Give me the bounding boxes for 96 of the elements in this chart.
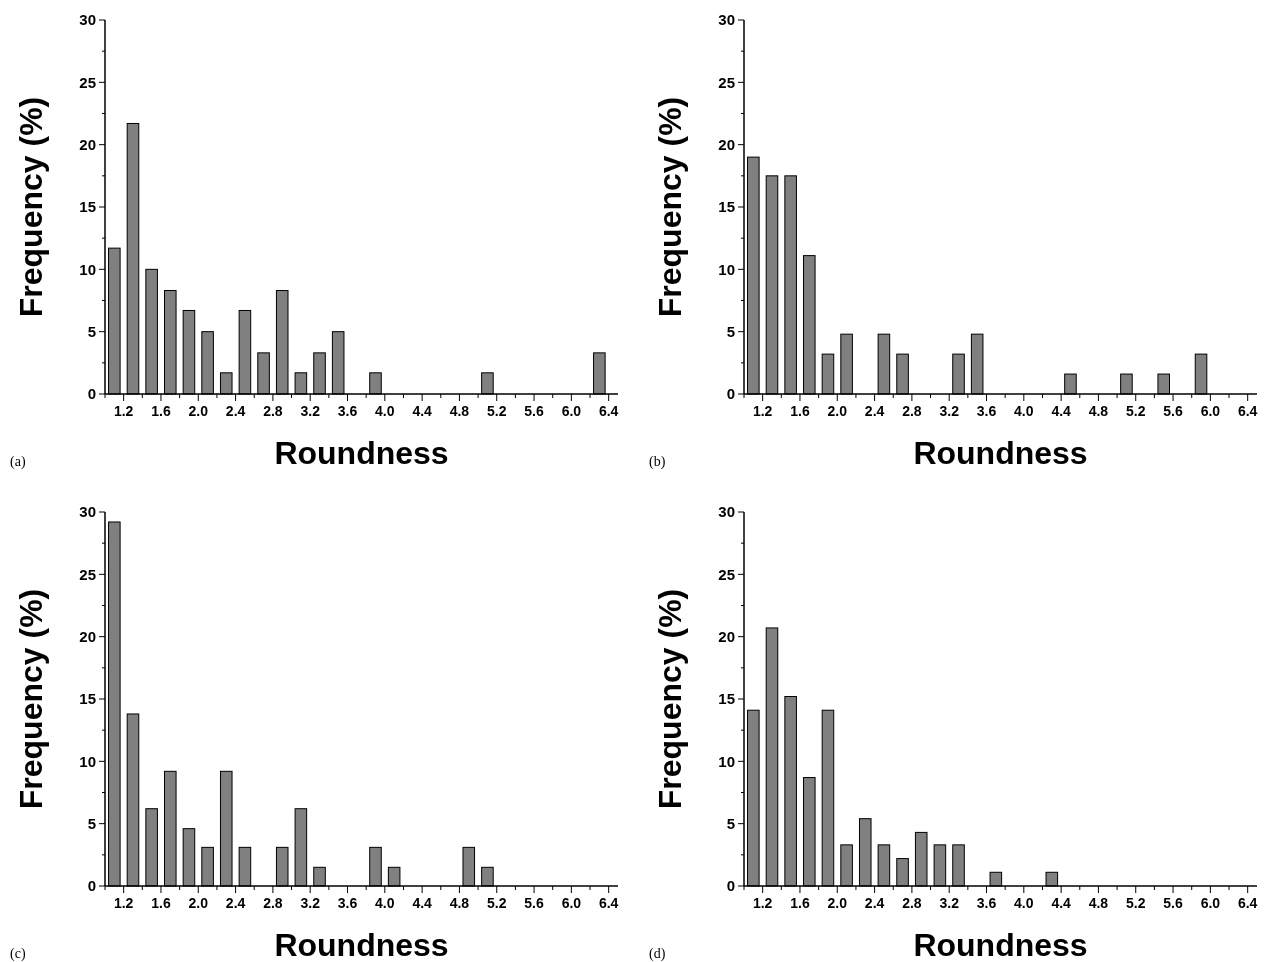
x-tick-label: 3.6 xyxy=(337,895,358,911)
x-tick-label: 6.0 xyxy=(1200,403,1221,419)
x-tick-label: 6.0 xyxy=(1200,895,1221,911)
x-tick-label: 1.6 xyxy=(790,403,810,419)
x-axis-title: Roundness xyxy=(274,927,449,962)
y-tick-label: 30 xyxy=(718,503,735,521)
y-tick-label: 0 xyxy=(87,877,96,895)
x-tick-label: 2.4 xyxy=(864,895,885,911)
x-tick-label: 3.2 xyxy=(300,895,321,911)
x-tick-label: 2.0 xyxy=(188,895,209,911)
x-tick-label: 6.0 xyxy=(561,403,582,419)
x-tick-label: 4.0 xyxy=(375,895,395,911)
x-tick-label: 5.6 xyxy=(1163,403,1183,419)
y-tick-label: 15 xyxy=(79,690,96,708)
x-axis-title: Roundness xyxy=(913,927,1088,962)
y-tick-label: 10 xyxy=(79,752,96,770)
y-tick-label: 10 xyxy=(718,260,735,278)
y-tick-label: 25 xyxy=(79,565,96,583)
x-tick-label: 5.2 xyxy=(1126,895,1146,911)
y-tick-label: 15 xyxy=(79,198,96,216)
x-tick-label: 2.4 xyxy=(864,403,885,419)
y-tick-label: 5 xyxy=(726,322,735,340)
y-tick-label: 25 xyxy=(718,565,735,583)
x-tick-label: 4.0 xyxy=(375,403,395,419)
x-tick-label: 4.8 xyxy=(1088,895,1109,911)
x-tick-label: 4.0 xyxy=(1014,895,1034,911)
x-tick-label: 5.6 xyxy=(524,895,544,911)
x-tick-label: 6.4 xyxy=(1237,895,1258,911)
x-tick-label: 4.4 xyxy=(412,403,433,419)
x-tick-label: 1.2 xyxy=(113,895,134,911)
x-tick-label: 2.0 xyxy=(827,403,848,419)
y-tick-label: 10 xyxy=(79,260,96,278)
y-tick-label: 5 xyxy=(87,814,96,832)
x-tick-label: 3.6 xyxy=(337,403,358,419)
y-tick-label: 0 xyxy=(726,385,735,403)
x-tick-label: 2.0 xyxy=(827,895,848,911)
x-tick-label: 2.8 xyxy=(902,403,922,419)
y-tick-label: 25 xyxy=(718,73,735,91)
x-tick-label: 1.2 xyxy=(752,895,773,911)
text: (c) xyxy=(10,946,26,962)
x-tick-label: 6.4 xyxy=(598,403,619,419)
x-tick-label: 4.8 xyxy=(1088,403,1109,419)
text: (d) xyxy=(649,946,666,962)
x-tick-label: 6.0 xyxy=(561,895,582,911)
x-tick-label: 4.8 xyxy=(449,403,470,419)
x-tick-label: 5.6 xyxy=(1163,895,1183,911)
x-tick-label: 1.6 xyxy=(151,895,171,911)
y-tick-label: 30 xyxy=(79,11,96,29)
y-tick-label: 20 xyxy=(79,135,96,153)
y-tick-label: 30 xyxy=(718,11,735,29)
x-tick-label: 3.2 xyxy=(939,403,960,419)
y-tick-label: 30 xyxy=(79,503,96,521)
x-tick-label: 2.4 xyxy=(225,895,246,911)
x-tick-label: 2.8 xyxy=(263,895,283,911)
x-tick-label: 4.4 xyxy=(1051,895,1072,911)
y-tick-label: 0 xyxy=(726,877,735,895)
y-tick-label: 20 xyxy=(79,627,96,645)
x-tick-label: 2.8 xyxy=(902,895,922,911)
text: (b) xyxy=(649,454,666,470)
y-axis-title: Frequency (%) xyxy=(652,588,688,810)
x-tick-label: 6.4 xyxy=(1237,403,1258,419)
x-axis-title: Roundness xyxy=(274,435,449,471)
y-tick-label: 20 xyxy=(718,135,735,153)
x-tick-label: 4.4 xyxy=(412,895,433,911)
x-tick-label: 5.6 xyxy=(524,403,544,419)
x-tick-label: 4.8 xyxy=(449,895,470,911)
x-tick-label: 2.8 xyxy=(263,403,283,419)
x-tick-label: 1.2 xyxy=(752,403,773,419)
x-tick-label: 1.6 xyxy=(790,895,810,911)
y-axis-title: Frequency (%) xyxy=(13,588,49,810)
y-tick-label: 5 xyxy=(726,814,735,832)
y-tick-label: 10 xyxy=(718,752,735,770)
x-tick-label: 2.0 xyxy=(188,403,209,419)
x-tick-label: 1.2 xyxy=(113,403,134,419)
x-tick-label: 1.6 xyxy=(151,403,171,419)
y-tick-label: 15 xyxy=(718,690,735,708)
x-axis-title: Roundness xyxy=(913,435,1088,471)
x-tick-label: 3.6 xyxy=(976,403,997,419)
y-tick-label: 5 xyxy=(87,322,96,340)
x-tick-label: 2.4 xyxy=(225,403,246,419)
x-tick-label: 6.4 xyxy=(598,895,619,911)
x-tick-label: 3.6 xyxy=(976,895,997,911)
x-tick-label: 4.0 xyxy=(1014,403,1034,419)
y-tick-label: 0 xyxy=(87,385,96,403)
y-tick-label: 15 xyxy=(718,198,735,216)
x-tick-label: 5.2 xyxy=(1126,403,1146,419)
x-tick-label: 5.2 xyxy=(487,895,507,911)
y-axis-title: Frequency (%) xyxy=(13,96,49,318)
x-tick-label: 3.2 xyxy=(939,895,960,911)
y-tick-label: 25 xyxy=(79,73,96,91)
y-axis-title: Frequency (%) xyxy=(652,96,688,318)
x-tick-label: 4.4 xyxy=(1051,403,1072,419)
x-tick-label: 3.2 xyxy=(300,403,321,419)
x-tick-label: 5.2 xyxy=(487,403,507,419)
y-tick-label: 20 xyxy=(718,627,735,645)
text: (a) xyxy=(10,454,26,470)
